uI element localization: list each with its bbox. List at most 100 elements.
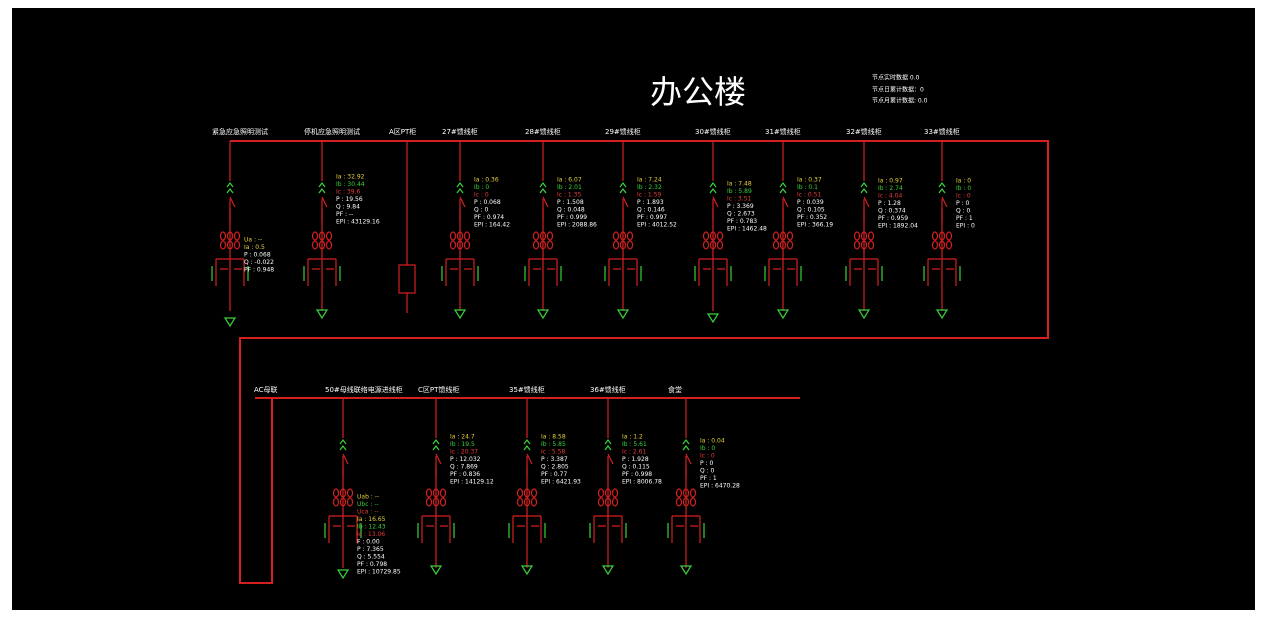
reading: PF : 0.798: [357, 561, 387, 568]
terminal: [429, 565, 443, 576]
reading: Ic : 3.51: [727, 196, 751, 203]
ct: [945, 240, 953, 250]
reading: Ia : 1.2: [622, 434, 643, 441]
reading: PF : 0.974: [474, 214, 504, 221]
terminal: [857, 309, 871, 320]
reading: Uab : --: [357, 494, 379, 501]
reading: EPI : 1892.04: [878, 223, 918, 230]
reading: EPI : 10729.85: [357, 569, 401, 576]
ct: [772, 231, 780, 241]
reading: EPI : 43129.16: [336, 219, 380, 226]
panel-label: AC母联: [254, 385, 278, 394]
reading: EPI : 14129.12: [450, 479, 494, 486]
ground: [211, 266, 249, 281]
reading: Q : 5.554: [357, 554, 385, 561]
reading: Q : 9.84: [336, 204, 360, 211]
reading: P : 0.068: [244, 252, 271, 259]
ct: [772, 240, 780, 250]
reading: P : 0.039: [797, 199, 824, 206]
ground: [417, 523, 455, 538]
reading: Q : 7.869: [450, 464, 478, 471]
reading: Q : 0.374: [878, 208, 906, 215]
ground: [508, 523, 546, 538]
ct: [346, 497, 354, 507]
ct: [318, 240, 326, 250]
ct: [318, 231, 326, 241]
ct: [597, 497, 605, 507]
reading: Ia : 16.65: [357, 516, 386, 523]
ct: [449, 240, 457, 250]
reading: Ic : 39.6: [336, 189, 360, 196]
ct: [786, 231, 794, 241]
panel-label: 30#馈线柜: [695, 127, 731, 136]
terminal: [520, 565, 534, 576]
reading: Ib : 12.43: [357, 524, 386, 531]
ct: [516, 497, 524, 507]
panel-label: 33#馈线柜: [924, 127, 960, 136]
ct: [682, 488, 690, 498]
reading: PF : 0.77: [541, 471, 567, 478]
ct: [456, 231, 464, 241]
indicator: [682, 439, 690, 451]
ct: [709, 240, 717, 250]
ct: [456, 240, 464, 250]
panel-label: 27#馈线柜: [442, 127, 478, 136]
switch: [229, 196, 236, 221]
ct: [532, 231, 540, 241]
ct: [432, 488, 440, 498]
ct: [867, 240, 875, 250]
reading: Ib : 2.01: [557, 184, 582, 191]
switch: [782, 196, 789, 221]
switch: [607, 453, 614, 478]
ct: [432, 497, 440, 507]
reading: Q : 0.105: [797, 207, 825, 214]
indicator: [226, 182, 234, 194]
switch: [321, 196, 328, 221]
ct: [611, 497, 619, 507]
panel-label: 50#母线联络电源进线柜: [325, 385, 403, 394]
stat: 节点月累计数据: 0.0: [872, 97, 928, 105]
branch: [445, 258, 475, 286]
reading: PF : 0.836: [450, 471, 480, 478]
reading: Ic : 0: [956, 193, 971, 200]
reading: EPI : 366.19: [797, 222, 833, 229]
ground: [303, 266, 341, 281]
ct: [867, 231, 875, 241]
reading: Ia : 7.24: [637, 177, 662, 184]
ct: [325, 240, 333, 250]
reading: Q : 2.805: [541, 464, 569, 471]
ct: [611, 488, 619, 498]
ct: [439, 497, 447, 507]
ct: [716, 231, 724, 241]
ct: [779, 240, 787, 250]
switch: [863, 196, 870, 221]
ct: [619, 231, 627, 241]
ground: [604, 266, 642, 281]
reading: Q : 0: [474, 207, 489, 214]
reading: PF : 1: [700, 475, 717, 482]
indicator: [709, 182, 717, 194]
ct: [339, 497, 347, 507]
switch: [526, 453, 533, 478]
reading: PF : 0.999: [557, 214, 587, 221]
stat: 节点日累计数据：0: [872, 86, 924, 94]
ct: [339, 488, 347, 498]
reading: Ib : 5.85: [541, 441, 566, 448]
ct: [612, 240, 620, 250]
reading: EPI : 6421.93: [541, 479, 581, 486]
ct: [530, 497, 538, 507]
reading: Ia : 0: [956, 178, 971, 185]
ground: [324, 523, 362, 538]
indicator: [779, 182, 787, 194]
ct: [449, 231, 457, 241]
ct: [702, 240, 710, 250]
ct: [860, 231, 868, 241]
reading: Ic : 0: [700, 453, 715, 460]
reading: PF : 0.998: [622, 471, 652, 478]
panel-label: 29#馈线柜: [605, 127, 641, 136]
ground: [524, 266, 562, 281]
reading: Ib : 0: [700, 445, 715, 452]
branch: [307, 258, 337, 286]
